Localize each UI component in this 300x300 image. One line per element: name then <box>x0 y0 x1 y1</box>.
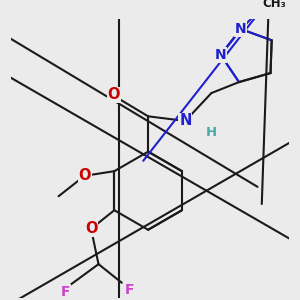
Text: O: O <box>78 168 91 183</box>
Text: F: F <box>124 283 134 297</box>
Text: N: N <box>179 113 191 128</box>
Text: N: N <box>235 22 247 36</box>
Text: F: F <box>61 285 71 299</box>
Text: O: O <box>85 221 97 236</box>
Text: H: H <box>206 126 217 139</box>
Text: CH₃: CH₃ <box>262 0 286 11</box>
Text: O: O <box>107 87 120 102</box>
Text: N: N <box>215 48 226 62</box>
